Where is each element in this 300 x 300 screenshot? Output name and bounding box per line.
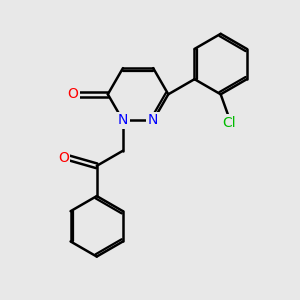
Text: N: N [148,113,158,128]
Text: O: O [58,151,69,165]
Text: O: O [68,87,78,101]
Text: Cl: Cl [222,116,236,130]
Text: N: N [118,113,128,128]
